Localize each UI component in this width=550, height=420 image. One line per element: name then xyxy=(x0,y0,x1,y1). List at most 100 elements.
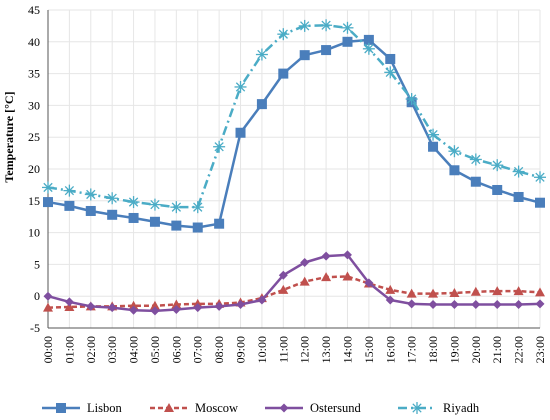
data-point-riyadh xyxy=(84,188,97,201)
data-point-ostersund xyxy=(129,305,139,315)
data-point-ostersund xyxy=(236,299,246,309)
data-point-lisbon xyxy=(43,197,53,208)
legend-label-riyadh: Riyadh xyxy=(443,401,480,415)
data-point-riyadh xyxy=(127,196,140,209)
data-point-ostersund xyxy=(150,306,160,316)
legend-label-moscow: Moscow xyxy=(195,401,238,415)
data-point-ostersund xyxy=(321,251,331,261)
data-point-moscow xyxy=(406,288,417,298)
x-tick-label: 01:00 xyxy=(62,336,76,363)
legend-item-lisbon: Lisbon xyxy=(42,401,122,415)
data-point-ostersund xyxy=(449,299,459,309)
data-point-ostersund xyxy=(407,299,417,309)
series-line-ostersund xyxy=(47,253,541,313)
data-point-lisbon xyxy=(64,200,75,211)
data-point-riyadh xyxy=(384,66,397,79)
data-point-riyadh xyxy=(320,19,333,32)
data-point-riyadh xyxy=(63,184,76,197)
y-tick-label: 10 xyxy=(28,226,40,240)
x-tick-label: 10:00 xyxy=(255,336,269,363)
y-axis-label: Temperature [°C] xyxy=(2,91,16,182)
data-point-lisbon xyxy=(363,34,374,45)
data-point-lisbon xyxy=(256,99,267,110)
x-tick-label: 15:00 xyxy=(362,336,376,363)
data-point-moscow xyxy=(513,286,524,296)
legend-marker-riyadh xyxy=(411,402,423,414)
y-axis-ticks: -5 0 5 10 15 20 25 30 35 40 45 xyxy=(28,3,40,335)
data-point-lisbon xyxy=(492,184,503,195)
data-point-lisbon xyxy=(107,209,118,220)
grid xyxy=(47,9,541,329)
data-point-riyadh xyxy=(42,181,54,194)
data-point-riyadh xyxy=(191,201,204,214)
data-point-ostersund xyxy=(193,303,203,313)
x-tick-label: 04:00 xyxy=(127,336,141,363)
data-point-moscow xyxy=(171,299,182,309)
x-tick-label: 07:00 xyxy=(191,336,205,363)
series-riyadh xyxy=(42,19,546,214)
y-tick-label: 15 xyxy=(28,194,40,208)
data-point-moscow xyxy=(278,284,289,294)
data-point-ostersund xyxy=(86,301,96,311)
data-point-moscow xyxy=(428,288,439,298)
x-tick-label: 16:00 xyxy=(383,336,397,363)
x-tick-label: 17:00 xyxy=(405,336,419,363)
data-point-moscow xyxy=(128,300,139,310)
data-point-riyadh xyxy=(534,171,546,184)
x-tick-label: 05:00 xyxy=(148,336,162,363)
data-point-lisbon xyxy=(235,127,246,138)
data-point-moscow xyxy=(342,271,353,281)
y-tick-label: 5 xyxy=(34,257,40,271)
data-point-lisbon xyxy=(449,165,460,176)
data-point-lisbon xyxy=(128,212,139,223)
data-point-lisbon xyxy=(149,216,160,227)
data-point-ostersund xyxy=(171,305,181,315)
x-tick-label: 23:00 xyxy=(533,336,547,363)
legend-marker-lisbon xyxy=(56,403,66,413)
y-tick-label: -5 xyxy=(30,321,40,335)
series-line-moscow xyxy=(47,275,541,309)
data-point-riyadh xyxy=(106,192,119,205)
data-point-riyadh xyxy=(362,42,375,55)
y-tick-label: 30 xyxy=(28,98,40,112)
legend-marker-ostersund xyxy=(279,403,289,413)
legend-item-ostersund: Ostersund xyxy=(265,401,361,415)
data-point-riyadh xyxy=(448,145,461,158)
data-point-riyadh xyxy=(341,21,354,34)
legend-label-lisbon: Lisbon xyxy=(87,401,122,415)
data-point-riyadh xyxy=(427,128,440,141)
data-point-ostersund xyxy=(214,301,224,311)
data-point-riyadh xyxy=(255,48,268,61)
x-tick-label: 20:00 xyxy=(469,336,483,363)
data-point-riyadh xyxy=(469,153,482,166)
data-point-riyadh xyxy=(491,159,504,172)
data-point-ostersund xyxy=(342,250,352,260)
legend: Lisbon Moscow Ostersund Riyadh xyxy=(42,401,480,415)
data-point-riyadh xyxy=(148,198,161,211)
data-point-lisbon xyxy=(342,36,353,47)
series-ostersund xyxy=(43,250,545,316)
data-point-ostersund xyxy=(43,291,53,301)
x-tick-label: 19:00 xyxy=(447,336,461,363)
x-axis-ticks: 00:00 01:00 02:00 03:00 04:00 05:00 06:00 07:00… xyxy=(41,336,547,363)
data-point-lisbon xyxy=(192,222,203,233)
data-point-lisbon xyxy=(278,68,289,79)
x-tick-label: 08:00 xyxy=(212,336,226,363)
legend-item-moscow: Moscow xyxy=(150,401,238,415)
series xyxy=(42,19,546,316)
series-lisbon xyxy=(43,34,545,233)
data-point-moscow xyxy=(321,272,332,282)
legend-label-ostersund: Ostersund xyxy=(310,401,361,415)
x-tick-label: 00:00 xyxy=(41,336,55,363)
data-point-ostersund xyxy=(278,270,288,280)
x-tick-label: 12:00 xyxy=(298,336,312,363)
y-tick-label: 45 xyxy=(28,3,40,17)
y-tick-label: 0 xyxy=(34,289,40,303)
x-tick-label: 11:00 xyxy=(276,336,290,363)
data-point-lisbon xyxy=(428,141,439,152)
data-point-riyadh xyxy=(298,19,311,32)
x-tick-label: 21:00 xyxy=(490,336,504,363)
data-point-moscow xyxy=(535,287,545,297)
x-tick-label: 03:00 xyxy=(105,336,119,363)
